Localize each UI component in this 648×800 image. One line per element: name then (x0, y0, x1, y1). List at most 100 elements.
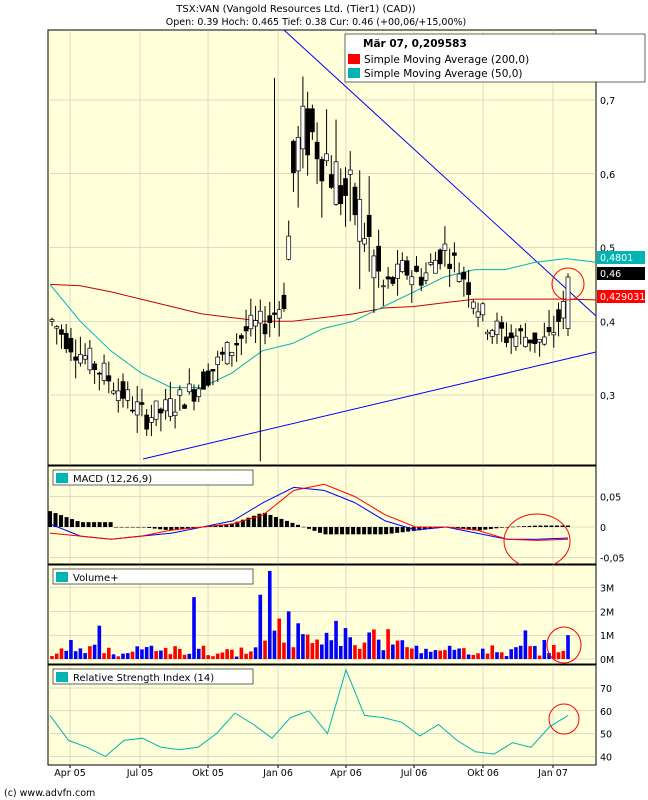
volume-bar (476, 653, 480, 659)
macd-hist-bar (119, 527, 124, 528)
candle-body (504, 336, 509, 343)
volume-bar (107, 647, 111, 659)
macd-hist-bar (136, 527, 141, 528)
candle-body (485, 331, 490, 335)
candle-body (92, 363, 97, 371)
volume-bar (291, 647, 296, 659)
value-badges: 0,4801 0,46 0,429031 (597, 251, 645, 303)
volume-bar (64, 650, 69, 659)
x-tick-label: Okt 05 (192, 768, 224, 779)
macd-hist-bar (152, 527, 157, 529)
volume-bar (509, 649, 513, 659)
volume-bar (462, 648, 466, 659)
candle-body (54, 326, 60, 329)
macd-hist-bar (362, 527, 367, 535)
volume-bar (282, 642, 286, 659)
candle-body (357, 199, 363, 242)
volume-bar (490, 645, 495, 659)
volume-bar (211, 656, 215, 659)
macd-legend: MACD (12,26,9) (73, 474, 152, 485)
rsi-legend-box (52, 668, 254, 685)
volume-bar (499, 652, 504, 659)
volume-bar (239, 647, 244, 659)
macd-hist-bar (125, 527, 130, 528)
volume-bar (343, 628, 348, 659)
x-tick-label: Jan 06 (262, 768, 293, 779)
candle-body (314, 141, 320, 160)
candle-body (300, 105, 306, 150)
macd-hist-bar (163, 527, 168, 530)
macd-hist-bar (516, 526, 521, 527)
y-tick-label: 0,3 (600, 391, 615, 402)
volume-bar (353, 645, 357, 659)
candle-body (295, 137, 301, 172)
candle-body (243, 326, 249, 332)
macd-hist-bar (48, 511, 52, 527)
macd-hist-bar (53, 513, 58, 527)
y-tick-label: 70 (600, 684, 612, 695)
candle-body (513, 335, 519, 347)
candle-body (499, 322, 505, 329)
candle-body (149, 417, 154, 423)
macd-hist-bar (395, 527, 400, 533)
candle-body (262, 323, 268, 335)
volume-bar (159, 650, 163, 659)
candle-body (186, 383, 192, 393)
volume-bar (206, 655, 211, 659)
volume-bar (480, 648, 485, 659)
volume-bar (102, 653, 106, 659)
volume-bar (457, 648, 461, 659)
candle-body (182, 404, 187, 409)
candle-body (224, 342, 230, 365)
candle-body (172, 411, 178, 416)
volume-bar (59, 648, 64, 659)
volume-bar (249, 651, 253, 659)
candle-body (456, 273, 462, 282)
macd-hist-bar (284, 520, 289, 527)
macd-hist-bar (268, 514, 273, 527)
rsi-legend: Relative Strength Index (14) (73, 673, 214, 684)
price-y-axis: 0,3 0,4 0,5 0,6 0,7 (600, 96, 615, 402)
macd-hist-bar (86, 522, 91, 527)
candle-body (78, 354, 83, 364)
candle-body (489, 330, 495, 337)
candle-body (494, 320, 500, 335)
volume-bar (267, 570, 272, 659)
y-tick-label: 0 (600, 523, 606, 534)
volume-bar (125, 653, 130, 659)
candle-body (130, 409, 135, 412)
macd-hist-bar (246, 517, 251, 527)
volume-bar (551, 645, 556, 659)
macd-hist-bar (147, 527, 152, 528)
volume-bar (301, 634, 305, 659)
candle-body (508, 332, 514, 339)
macd-hist-bar (251, 515, 256, 527)
macd-hist-bar (108, 522, 113, 527)
candle-body (305, 108, 310, 156)
candle-body (328, 174, 334, 188)
sma200-legend-label: Simple Moving Average (200,0) (364, 54, 529, 66)
rsi-annotation-circle (548, 703, 580, 735)
candle-body (385, 276, 391, 280)
volume-bar (452, 649, 457, 659)
candle-body (49, 319, 55, 322)
volume-bar (215, 653, 220, 659)
resistance-trendline (283, 29, 597, 317)
volume-bar (547, 653, 551, 659)
macd-hist-bar (389, 527, 394, 534)
chart-title: TSX:VAN (Vangold Resources Ltd. (Tier1) … (175, 4, 416, 15)
volume-bar (230, 649, 234, 659)
candle-body (229, 351, 235, 356)
macd-hist-bar (466, 527, 471, 530)
volume-bar (83, 653, 87, 659)
macd-hist-bar (262, 512, 267, 527)
macd-hist-bar (141, 527, 146, 528)
candle-body (253, 320, 258, 327)
macd-hist-bar (224, 524, 229, 527)
volume-bar (97, 625, 102, 659)
volume-bar (324, 632, 329, 659)
volume-y-axis: 3M 2M 1M 0M (600, 584, 614, 666)
candle-body (191, 389, 197, 402)
volume-bar (149, 645, 154, 659)
price-annotation-circle (551, 267, 585, 301)
